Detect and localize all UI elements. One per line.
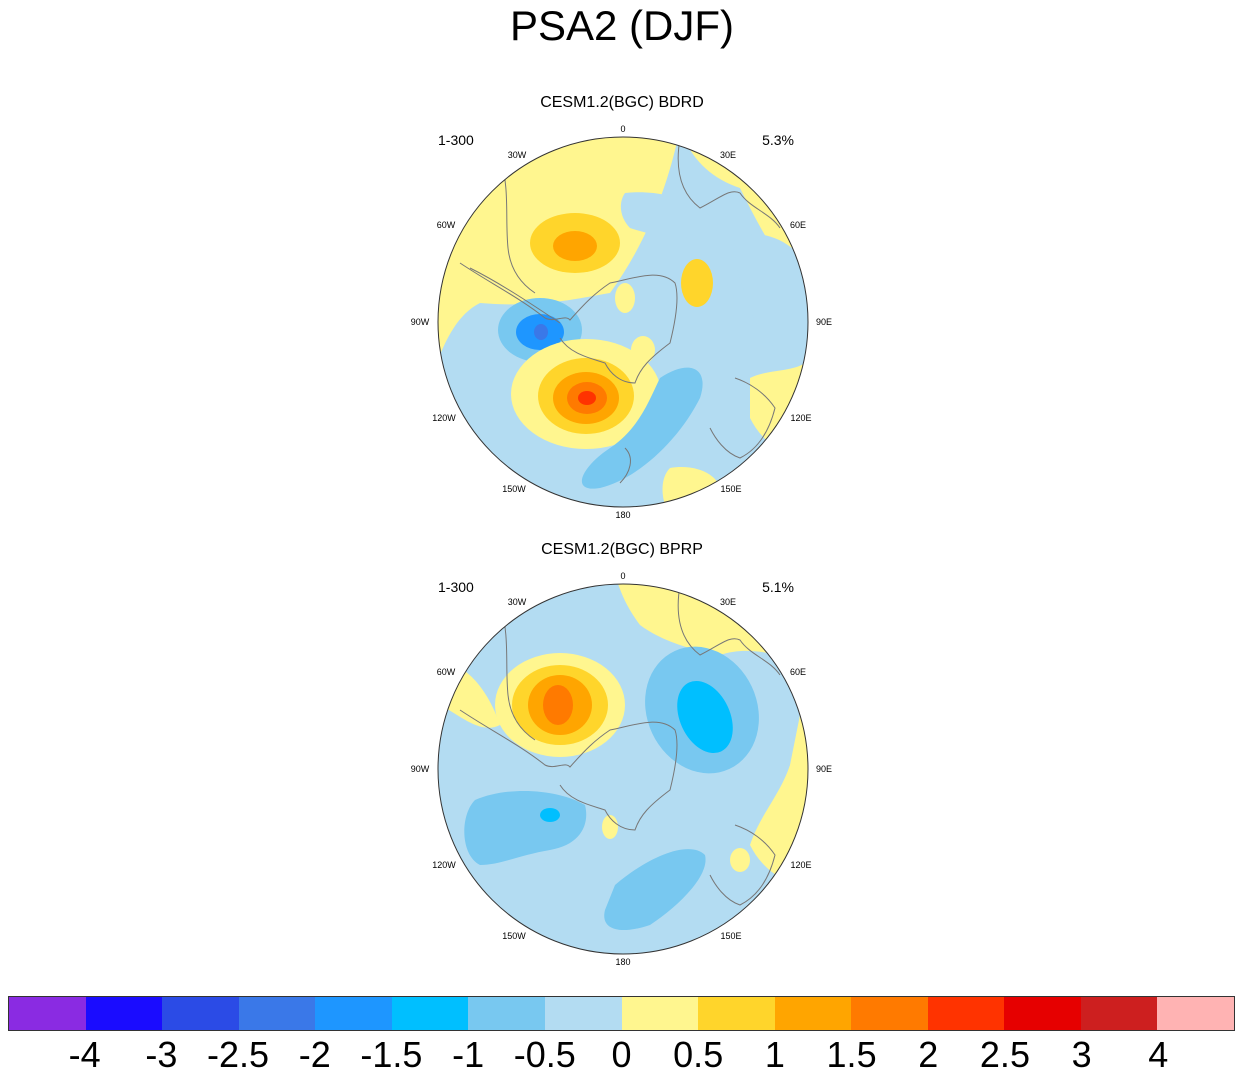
- colorbar-swatch: [315, 997, 392, 1030]
- lon-label-120w: 120W: [432, 860, 456, 870]
- colorbar-swatch: [468, 997, 545, 1030]
- lon-label-120w: 120W: [432, 413, 456, 423]
- panel-title: CESM1.2(BGC) BPRP: [541, 541, 703, 558]
- panel-member-range: 1-300: [438, 132, 474, 148]
- colorbar-swatch: [391, 997, 469, 1030]
- polar-map: 0 30E 60E 90E 120E 150E 180 150W 120W 90…: [411, 571, 832, 967]
- colorbar-swatch: [1004, 997, 1081, 1030]
- panel-member-range: 1-300: [438, 579, 474, 595]
- colorbar-tick-label: -1: [452, 1034, 485, 1075]
- main-title: PSA2 (DJF): [509, 2, 735, 49]
- lon-label-90w: 90W: [411, 764, 430, 774]
- polar-map: 0 30E 60E 90E 120E 150E 180 150W 120W 90…: [411, 124, 832, 520]
- lon-label-90e: 90E: [816, 764, 832, 774]
- colorbar-tick-label: -2: [298, 1034, 331, 1075]
- colorbar-tick-label: 1.5: [826, 1034, 877, 1075]
- colorbar-tick-label: 0.5: [673, 1034, 724, 1075]
- colorbar-swatch: [1080, 997, 1158, 1030]
- lon-label-0: 0: [620, 124, 625, 134]
- lon-label-30e: 30E: [720, 150, 736, 160]
- lon-label-60e: 60E: [790, 220, 806, 230]
- colorbar-swatch: [1157, 997, 1234, 1030]
- colorbar-swatch: [851, 997, 928, 1030]
- colorbar-swatch: [9, 997, 86, 1030]
- colorbar-swatch: [238, 997, 316, 1030]
- lon-label-150e: 150E: [720, 931, 741, 941]
- lon-label-60w: 60W: [437, 667, 456, 677]
- map-panel-bdrd: CESM1.2(BGC) BDRD 1-300 5.3%: [380, 94, 864, 534]
- lon-label-30w: 30W: [508, 597, 527, 607]
- colorbar-swatch: [774, 997, 852, 1030]
- colorbar-tick-label: 1: [764, 1034, 785, 1075]
- colorbar-swatch: [162, 997, 239, 1030]
- colorbar-tick-label: -2.5: [207, 1034, 270, 1075]
- colorbar-tick-label: -3: [145, 1034, 178, 1075]
- lon-label-0: 0: [620, 571, 625, 581]
- lon-label-30w: 30W: [508, 150, 527, 160]
- lon-label-180: 180: [615, 510, 630, 520]
- panel-title: CESM1.2(BGC) BDRD: [540, 94, 704, 111]
- lon-label-90w: 90W: [411, 317, 430, 327]
- colorbar-tick-label: 0: [611, 1034, 632, 1075]
- colorbar-tick-label: -0.5: [513, 1034, 576, 1075]
- panel-variance-percent: 5.3%: [762, 132, 794, 148]
- colorbar-swatch: [698, 997, 775, 1030]
- lon-label-180: 180: [615, 957, 630, 967]
- lon-label-90e: 90E: [816, 317, 832, 327]
- lon-label-150w: 150W: [502, 931, 526, 941]
- colorbar-tick-label: 4: [1148, 1034, 1169, 1075]
- panel-variance-percent: 5.1%: [762, 579, 794, 595]
- lon-label-60w: 60W: [437, 220, 456, 230]
- colorbar-swatch: [927, 997, 1005, 1030]
- colorbar-swatch: [621, 997, 699, 1030]
- map-panel-bprp: CESM1.2(BGC) BPRP 1-300 5.1%: [380, 541, 864, 981]
- colorbar-swatch: [85, 997, 163, 1030]
- colorbar-tick-label: 3: [1071, 1034, 1092, 1075]
- colorbar-swatch: [544, 997, 622, 1030]
- lon-label-150w: 150W: [502, 484, 526, 494]
- colorbar: [8, 996, 1235, 1031]
- lon-label-60e: 60E: [790, 667, 806, 677]
- colorbar-tick-label: 2.5: [979, 1034, 1030, 1075]
- colorbar-tick-label: -4: [68, 1034, 101, 1075]
- colorbar-tick-label: -1.5: [360, 1034, 423, 1075]
- colorbar-tick-label: 2: [918, 1034, 939, 1075]
- lon-label-120e: 120E: [790, 860, 811, 870]
- lon-label-30e: 30E: [720, 597, 736, 607]
- colorbar-labels: -4 -3 -2.5 -2 -1.5 -1 -0.5 0 0.5 1 1.5 2 2.5 3 4: [0, 1034, 1244, 1078]
- lon-label-120e: 120E: [790, 413, 811, 423]
- lon-label-150e: 150E: [720, 484, 741, 494]
